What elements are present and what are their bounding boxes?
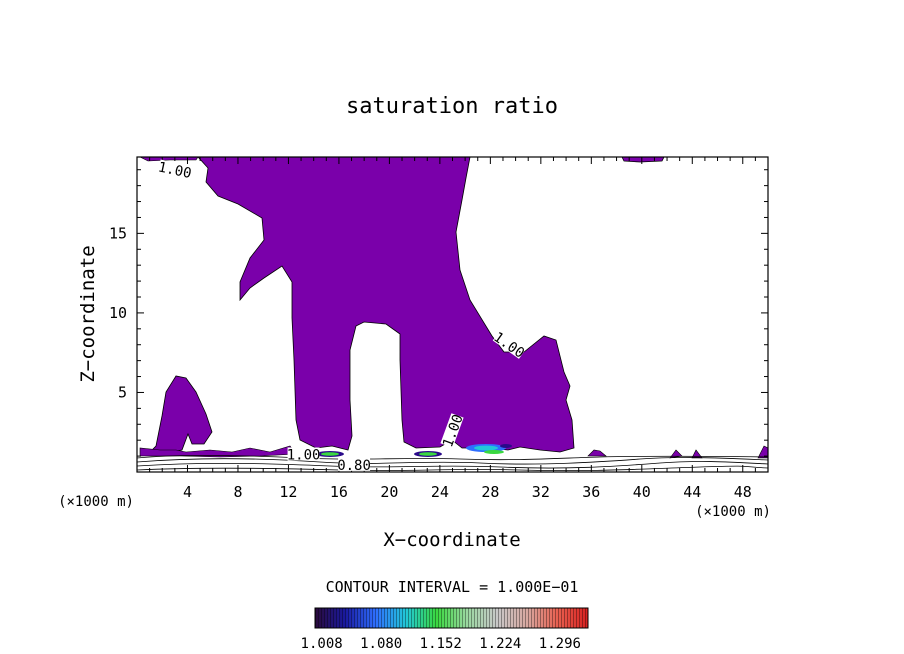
- saturation-band-right-patches: [587, 445, 768, 459]
- y-tick-label: 5: [118, 383, 127, 401]
- top-edge-band: [139, 157, 199, 162]
- saturation-region-top-right: [621, 157, 665, 163]
- saturation-band-lower: [139, 445, 297, 458]
- x-tick-label: 44: [683, 483, 701, 501]
- x-tick-label: 28: [481, 483, 499, 501]
- x-tick-label: 32: [532, 483, 550, 501]
- x-tick-label: 40: [633, 483, 651, 501]
- x-unit-label: (×1000 m): [695, 504, 771, 520]
- contour-label: 0.80: [337, 458, 371, 474]
- saturation-fill-layer: [137, 157, 768, 472]
- contour-interval-text: CONTOUR INTERVAL = 1.000E−01: [326, 578, 579, 596]
- x-tick-label: 12: [279, 483, 297, 501]
- contour-label-bg: [492, 329, 527, 359]
- colorbar-stripes: [315, 608, 588, 628]
- y-unit-label: (×1000 m): [58, 494, 134, 510]
- contour-label-bg: [338, 457, 371, 471]
- x-tick-label: 36: [582, 483, 600, 501]
- colorbar-frame: [314, 607, 589, 629]
- x-tick-label: 20: [380, 483, 398, 501]
- contour-label-bg: [157, 159, 192, 179]
- colorbar-tick-label: 1.296: [539, 636, 581, 652]
- saturation-region-left: [149, 375, 213, 453]
- x-tick-label: 48: [734, 483, 752, 501]
- contour-label: 1.00: [287, 448, 321, 464]
- contour-label: 1.00: [156, 159, 192, 182]
- x-axis-label: X−coordinate: [383, 529, 520, 551]
- colorbar-tick-label: 1.080: [360, 636, 402, 652]
- colorbar-tick-labels: 1.008 1.080 1.152 1.224 1.296: [301, 636, 581, 652]
- x-tick-label: 8: [233, 483, 242, 501]
- contour-lines: [137, 454, 768, 472]
- contour-label-bg: [287, 447, 320, 461]
- x-tick-label: 4: [183, 483, 192, 501]
- x-tick-label: 24: [431, 483, 449, 501]
- colorbar-tick-label: 1.008: [301, 636, 343, 652]
- colorbar-tick-label: 1.152: [420, 636, 462, 652]
- y-tick-label: 10: [109, 304, 127, 322]
- colorbar-tick-label: 1.224: [479, 636, 521, 652]
- high-saturation-spots: [316, 444, 512, 457]
- x-tick-label: 16: [330, 483, 348, 501]
- saturation-region-main: [197, 157, 575, 453]
- chart-title: saturation ratio: [346, 94, 558, 119]
- colorbar: 1.008 1.080 1.152 1.224 1.296: [301, 607, 589, 652]
- contour-label-bg: [440, 413, 464, 448]
- y-axis-ticks: 5 10 15: [109, 169, 768, 457]
- y-axis-label: Z−coordinate: [77, 245, 99, 382]
- x-axis-ticks: 4 8 12 16 20 24 28 32 36 40 44 48: [149, 157, 756, 501]
- y-tick-label: 15: [109, 224, 127, 242]
